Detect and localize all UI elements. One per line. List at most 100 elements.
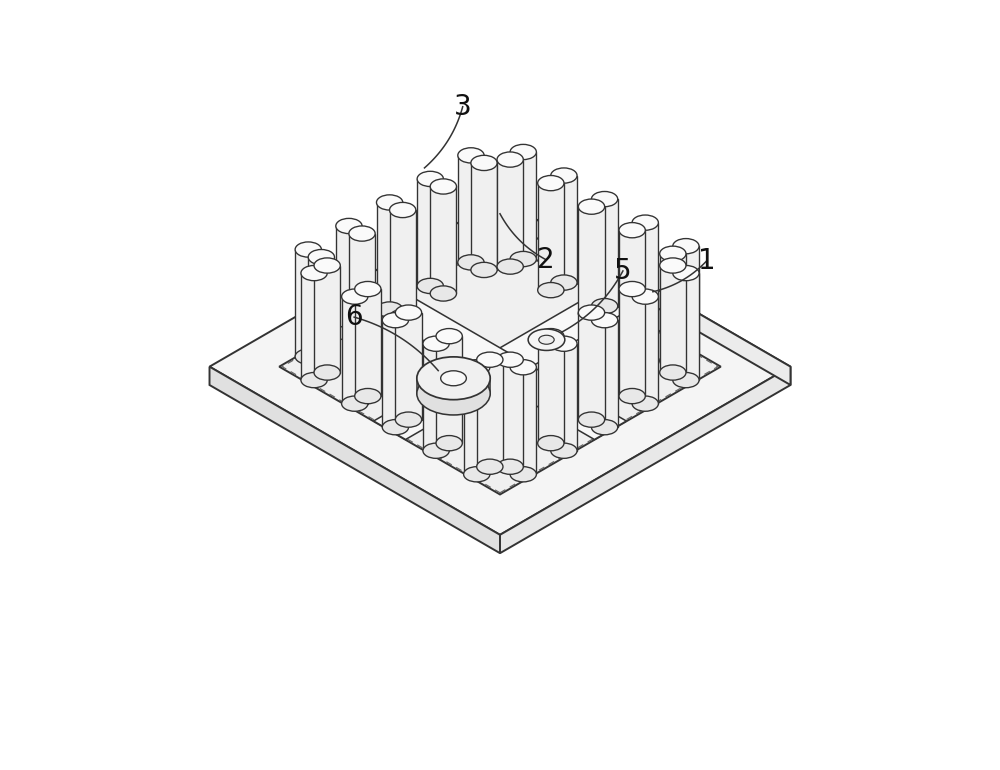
Polygon shape xyxy=(673,273,699,380)
Ellipse shape xyxy=(578,305,605,320)
Polygon shape xyxy=(308,257,334,364)
Ellipse shape xyxy=(430,179,457,194)
Polygon shape xyxy=(382,320,408,427)
Ellipse shape xyxy=(510,145,536,159)
Ellipse shape xyxy=(349,333,375,348)
Ellipse shape xyxy=(430,286,457,301)
Ellipse shape xyxy=(390,203,416,218)
Ellipse shape xyxy=(632,215,658,230)
Ellipse shape xyxy=(417,171,443,186)
Ellipse shape xyxy=(295,349,321,364)
Ellipse shape xyxy=(619,223,645,238)
Ellipse shape xyxy=(376,195,403,210)
Ellipse shape xyxy=(390,310,416,325)
Polygon shape xyxy=(355,289,381,396)
Polygon shape xyxy=(660,266,686,373)
Polygon shape xyxy=(390,210,416,317)
Polygon shape xyxy=(578,313,605,420)
Text: 6: 6 xyxy=(345,303,363,331)
Ellipse shape xyxy=(355,282,381,296)
Polygon shape xyxy=(673,246,699,353)
Ellipse shape xyxy=(673,239,699,254)
Ellipse shape xyxy=(578,412,605,427)
Polygon shape xyxy=(342,296,368,403)
Polygon shape xyxy=(210,367,500,553)
Polygon shape xyxy=(497,360,523,467)
Ellipse shape xyxy=(591,192,618,206)
Polygon shape xyxy=(538,336,564,444)
Polygon shape xyxy=(279,239,721,494)
Ellipse shape xyxy=(528,329,565,350)
Ellipse shape xyxy=(314,258,340,273)
Polygon shape xyxy=(430,186,456,293)
Ellipse shape xyxy=(551,443,577,458)
Polygon shape xyxy=(464,367,490,474)
Ellipse shape xyxy=(538,436,564,450)
Polygon shape xyxy=(374,293,626,440)
Polygon shape xyxy=(592,199,618,306)
Ellipse shape xyxy=(497,259,523,274)
Ellipse shape xyxy=(477,459,503,474)
Ellipse shape xyxy=(477,352,503,367)
Polygon shape xyxy=(377,203,403,310)
Ellipse shape xyxy=(342,396,368,411)
Ellipse shape xyxy=(660,258,686,273)
Ellipse shape xyxy=(471,156,497,170)
Ellipse shape xyxy=(538,176,564,191)
Ellipse shape xyxy=(464,360,490,375)
Polygon shape xyxy=(500,199,790,385)
Text: 2: 2 xyxy=(537,246,555,273)
Ellipse shape xyxy=(301,373,327,388)
Ellipse shape xyxy=(295,242,321,257)
Ellipse shape xyxy=(619,282,645,296)
Ellipse shape xyxy=(619,330,645,345)
Polygon shape xyxy=(592,320,618,427)
Ellipse shape xyxy=(510,360,536,375)
Ellipse shape xyxy=(417,278,443,293)
Ellipse shape xyxy=(441,371,466,386)
Ellipse shape xyxy=(551,275,577,290)
Polygon shape xyxy=(395,313,422,420)
Ellipse shape xyxy=(660,246,686,261)
Polygon shape xyxy=(349,233,375,340)
Ellipse shape xyxy=(355,389,381,403)
Ellipse shape xyxy=(458,255,484,270)
Ellipse shape xyxy=(673,373,699,388)
Ellipse shape xyxy=(660,353,686,368)
Polygon shape xyxy=(301,273,327,380)
Polygon shape xyxy=(538,183,564,290)
Polygon shape xyxy=(632,223,658,330)
Polygon shape xyxy=(417,179,443,286)
Polygon shape xyxy=(551,176,577,283)
Ellipse shape xyxy=(301,266,327,281)
Ellipse shape xyxy=(538,329,564,343)
Polygon shape xyxy=(336,226,362,333)
Polygon shape xyxy=(423,343,449,450)
Ellipse shape xyxy=(510,252,536,266)
Polygon shape xyxy=(497,159,523,266)
Ellipse shape xyxy=(314,365,340,380)
Polygon shape xyxy=(314,266,340,373)
Polygon shape xyxy=(619,230,645,337)
Ellipse shape xyxy=(308,357,334,372)
Ellipse shape xyxy=(464,467,490,482)
Ellipse shape xyxy=(376,302,403,317)
Ellipse shape xyxy=(497,459,523,474)
Polygon shape xyxy=(619,289,645,396)
Ellipse shape xyxy=(458,148,484,163)
Ellipse shape xyxy=(395,412,422,427)
Polygon shape xyxy=(477,360,503,467)
Ellipse shape xyxy=(591,420,618,435)
Ellipse shape xyxy=(591,299,618,313)
Ellipse shape xyxy=(551,168,577,183)
Ellipse shape xyxy=(578,306,605,321)
Ellipse shape xyxy=(336,219,362,233)
Ellipse shape xyxy=(538,283,564,298)
Polygon shape xyxy=(578,206,605,313)
Ellipse shape xyxy=(591,313,618,328)
Text: 3: 3 xyxy=(454,92,472,121)
Ellipse shape xyxy=(382,313,409,328)
Polygon shape xyxy=(510,152,536,259)
Ellipse shape xyxy=(632,289,658,304)
Polygon shape xyxy=(417,378,490,393)
